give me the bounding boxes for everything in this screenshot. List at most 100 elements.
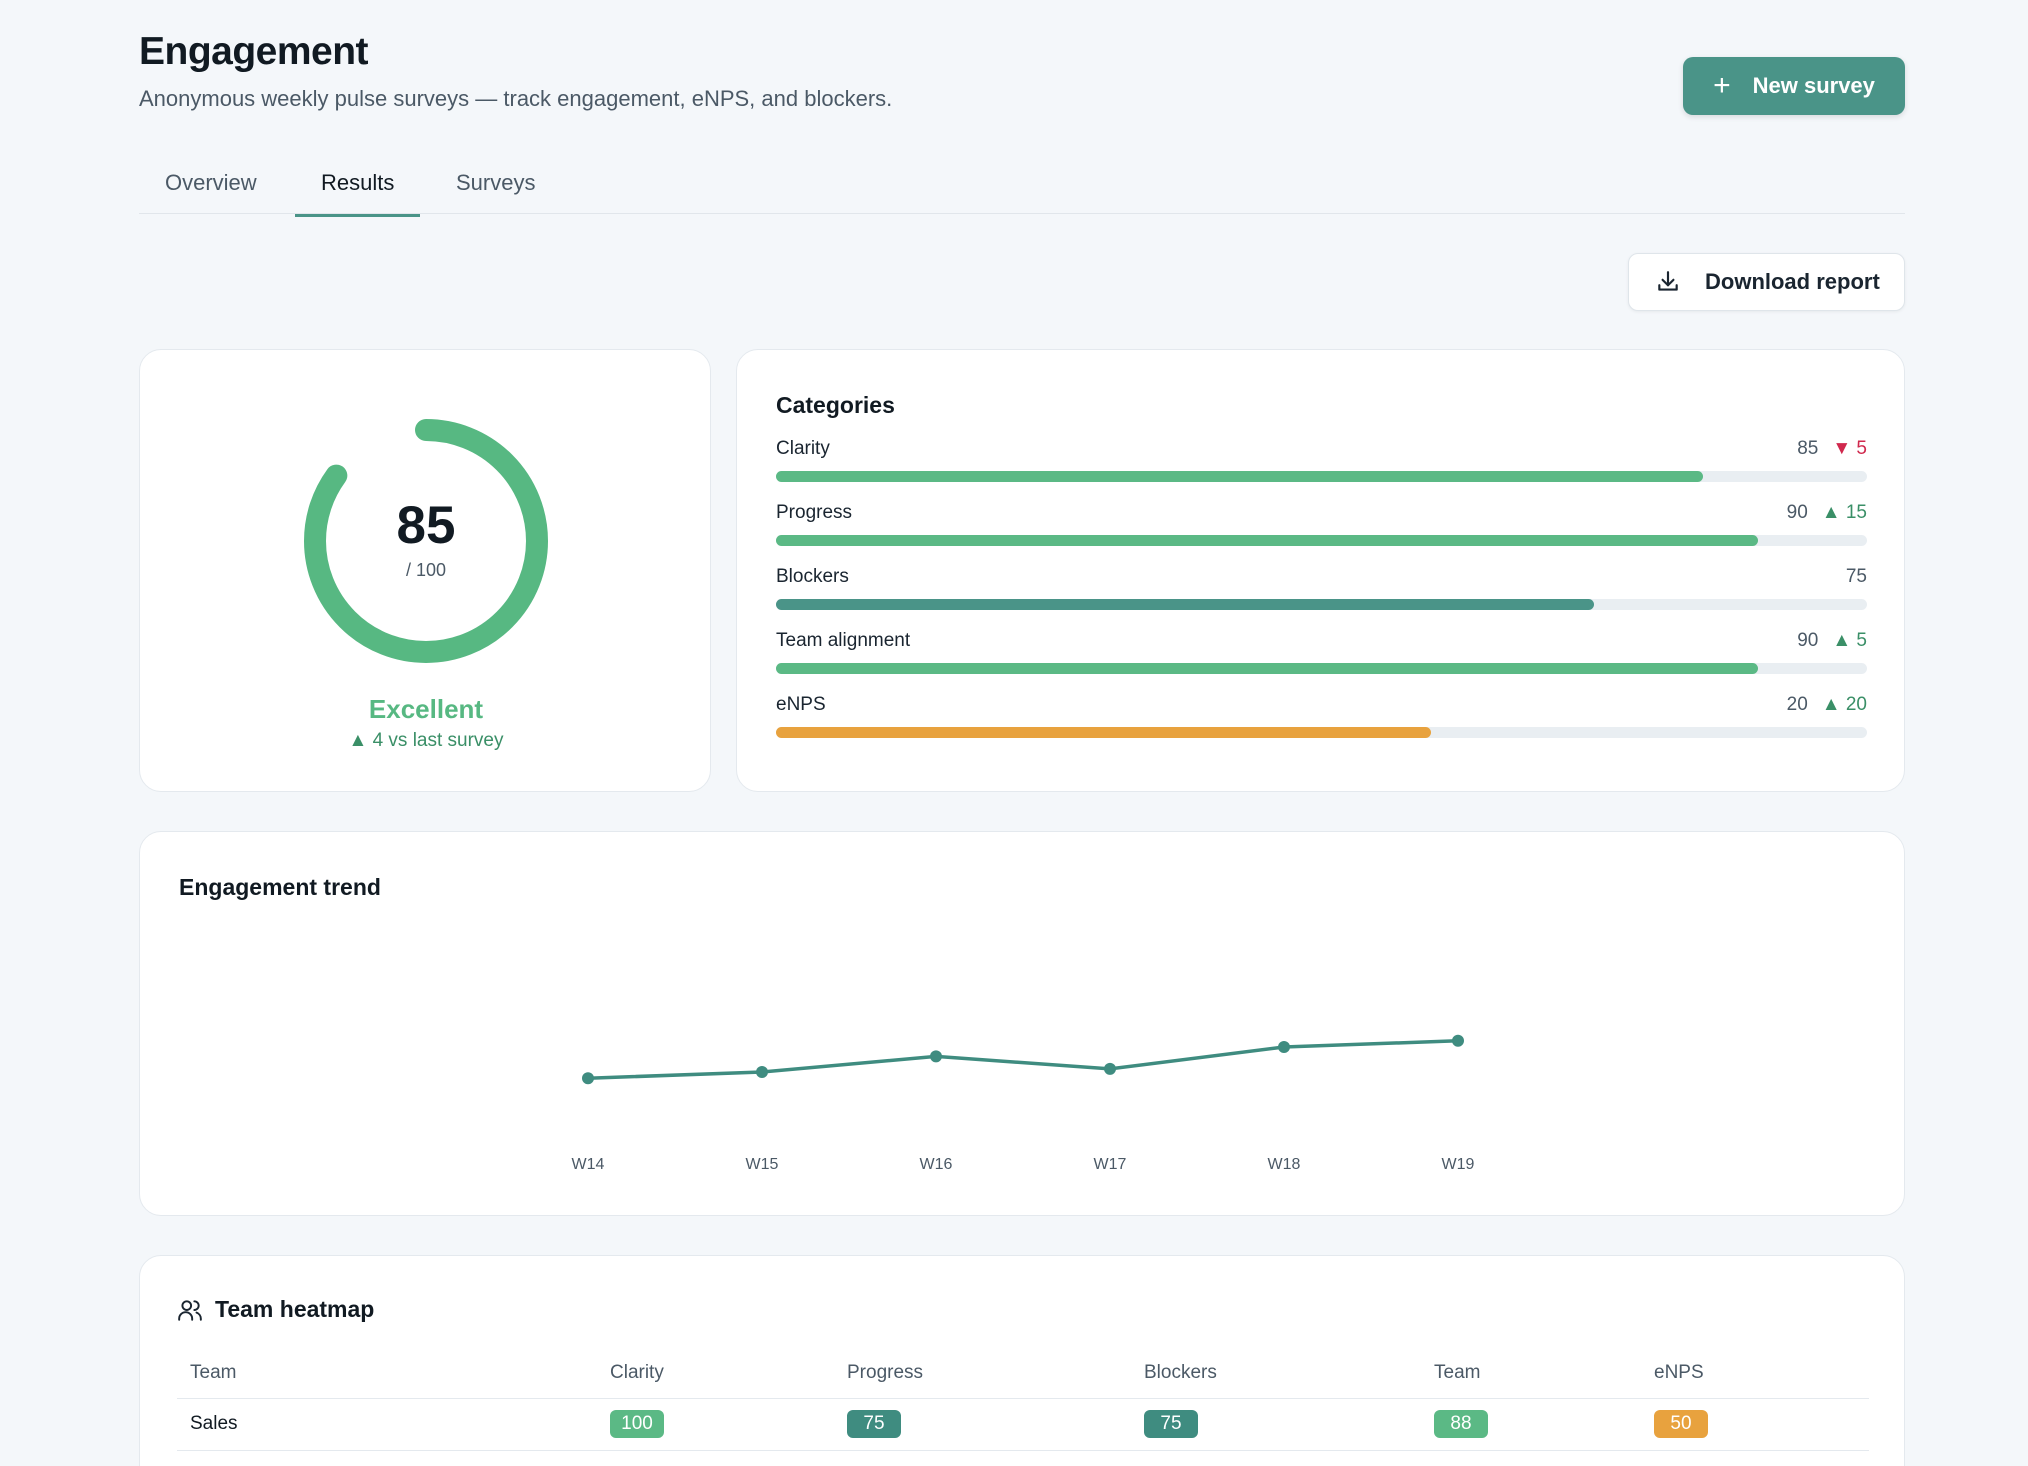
heatmap-cell: 50 xyxy=(1641,1398,1869,1451)
col-team-alignment: Team xyxy=(1421,1348,1641,1399)
category-label: Blockers xyxy=(776,566,849,587)
category-bar-track xyxy=(776,535,1867,546)
table-row[interactable]: Sales 100 75 75 88 50 xyxy=(177,1398,1869,1451)
category-values: 90 ▲ 15 xyxy=(1787,502,1867,524)
engagement-trend-card: Engagement trend W14 W15 W16 W17 W18 W19 xyxy=(139,831,1905,1216)
heatmap-cell: 75 xyxy=(834,1398,1131,1451)
col-blockers: Blockers xyxy=(1131,1348,1421,1399)
team-heatmap-card: Team heatmap Team Clarity Progress Block… xyxy=(139,1255,1905,1466)
category-bar-fill xyxy=(776,535,1758,546)
category-delta: ▲ 15 xyxy=(1821,502,1867,523)
download-report-button[interactable]: Download report xyxy=(1628,253,1905,311)
trend-point[interactable] xyxy=(582,1072,594,1085)
category-score: 75 xyxy=(1845,566,1867,587)
heatmap-title: Team heatmap xyxy=(215,1296,375,1322)
category-row: Progress 90 ▲ 15 xyxy=(776,502,1867,566)
heatmap-table: Team Clarity Progress Blockers Team eNPS… xyxy=(177,1348,1869,1466)
score-max: / 100 xyxy=(405,560,447,580)
category-row: Team alignment 90 ▲ 5 xyxy=(776,630,1867,694)
new-survey-button[interactable]: + New survey xyxy=(1683,57,1905,115)
new-survey-label: New survey xyxy=(1752,73,1875,98)
category-bar-fill xyxy=(776,471,1704,482)
heatmap-cell xyxy=(1131,1450,1421,1466)
category-bar-track xyxy=(776,471,1867,482)
score-pill: 75 xyxy=(847,1410,901,1438)
category-delta: ▲ 20 xyxy=(1821,694,1867,715)
category-score: 20 xyxy=(1786,694,1808,715)
tab-overview[interactable]: Overview xyxy=(165,170,257,195)
category-bar-track xyxy=(776,599,1867,610)
category-bar-track xyxy=(776,663,1867,674)
category-row: Blockers 75 xyxy=(776,566,1867,630)
score-pill: 75 xyxy=(1144,1410,1198,1438)
heatmap-cell xyxy=(1421,1450,1641,1466)
category-list: Clarity 85 ▼ 5 Progress 90 ▲ 15 Blockers 75 Team… xyxy=(776,438,1867,758)
category-label: Team alignment xyxy=(776,630,911,651)
col-team: Team xyxy=(177,1348,597,1399)
category-label: Progress xyxy=(776,502,853,523)
score-value: 85 xyxy=(396,496,456,555)
score-rating: Excellent xyxy=(368,694,484,724)
col-clarity: Clarity xyxy=(597,1348,834,1399)
categories-card: Categories Clarity 85 ▼ 5 Progress 90 ▲ 15 Blo… xyxy=(736,349,1905,792)
category-score: 90 xyxy=(1786,502,1808,523)
trend-point[interactable] xyxy=(756,1066,768,1078)
score-delta: ▲ 4 vs last survey xyxy=(348,730,504,751)
category-bar-fill xyxy=(776,599,1595,610)
team-name: SEO xyxy=(177,1450,597,1466)
overall-score-card: 85 / 100 Excellent ▲ 4 vs last survey xyxy=(139,349,711,792)
category-values: 90 ▲ 5 xyxy=(1797,630,1867,652)
category-bar-fill xyxy=(776,727,1431,738)
col-progress: Progress xyxy=(834,1348,1131,1399)
trend-point[interactable] xyxy=(1278,1041,1290,1053)
heatmap-cell xyxy=(834,1450,1131,1466)
x-tick-label: W18 xyxy=(1268,1156,1301,1173)
trend-point[interactable] xyxy=(1452,1034,1464,1047)
trend-line xyxy=(587,1039,1459,1080)
page-subtitle: Anonymous weekly pulse surveys — track e… xyxy=(139,86,893,111)
x-tick-label: W16 xyxy=(920,1156,953,1173)
heatmap-cell: 75 xyxy=(1131,1398,1421,1451)
plus-icon: + xyxy=(1713,69,1731,102)
tab-results[interactable]: Results xyxy=(295,170,421,217)
category-row: Clarity 85 ▼ 5 xyxy=(776,438,1867,502)
x-tick-label: W14 xyxy=(572,1156,605,1173)
download-report-label: Download report xyxy=(1705,269,1880,294)
categories-title: Categories xyxy=(776,392,895,418)
x-tick-label: W17 xyxy=(1094,1156,1127,1173)
score-pill: 100 xyxy=(610,1410,664,1438)
team-name: Sales xyxy=(177,1398,597,1451)
heatmap-header-row: Team Clarity Progress Blockers Team eNPS xyxy=(177,1348,1869,1399)
category-score: 85 xyxy=(1797,438,1819,459)
category-bar-track xyxy=(776,727,1867,738)
score-pill: 88 xyxy=(1434,1410,1488,1438)
heatmap-cell: 100 xyxy=(597,1398,834,1451)
trend-point[interactable] xyxy=(930,1050,942,1063)
trend-title: Engagement trend xyxy=(179,874,381,900)
category-bar-fill xyxy=(776,663,1758,674)
category-label: eNPS xyxy=(776,694,826,715)
engagement-trend-chart: W14 W15 W16 W17 W18 W19 xyxy=(572,1034,1475,1173)
heatmap-cell xyxy=(597,1450,834,1466)
category-row: eNPS 20 ▲ 20 xyxy=(776,694,1867,758)
category-score: 90 xyxy=(1797,630,1819,651)
download-icon xyxy=(1658,271,1678,291)
table-row[interactable]: SEO xyxy=(177,1450,1869,1466)
score-pill: 50 xyxy=(1654,1410,1708,1438)
category-label: Clarity xyxy=(776,438,830,459)
score-gauge xyxy=(304,419,548,663)
tab-surveys[interactable]: Surveys xyxy=(456,170,536,195)
category-values: 75 xyxy=(1846,566,1867,588)
category-values: 85 ▼ 5 xyxy=(1797,438,1867,460)
col-enps: eNPS xyxy=(1641,1348,1869,1399)
x-tick-label: W19 xyxy=(1442,1156,1475,1173)
trend-point[interactable] xyxy=(1104,1062,1116,1075)
users-icon xyxy=(178,1299,202,1321)
category-delta: ▼ 5 xyxy=(1832,438,1867,459)
heatmap-cell xyxy=(1641,1450,1869,1466)
category-delta: ▲ 5 xyxy=(1832,630,1867,651)
x-tick-label: W15 xyxy=(746,1156,779,1173)
heatmap-header: Team heatmap xyxy=(177,1296,374,1323)
category-values: 20 ▲ 20 xyxy=(1787,694,1867,716)
